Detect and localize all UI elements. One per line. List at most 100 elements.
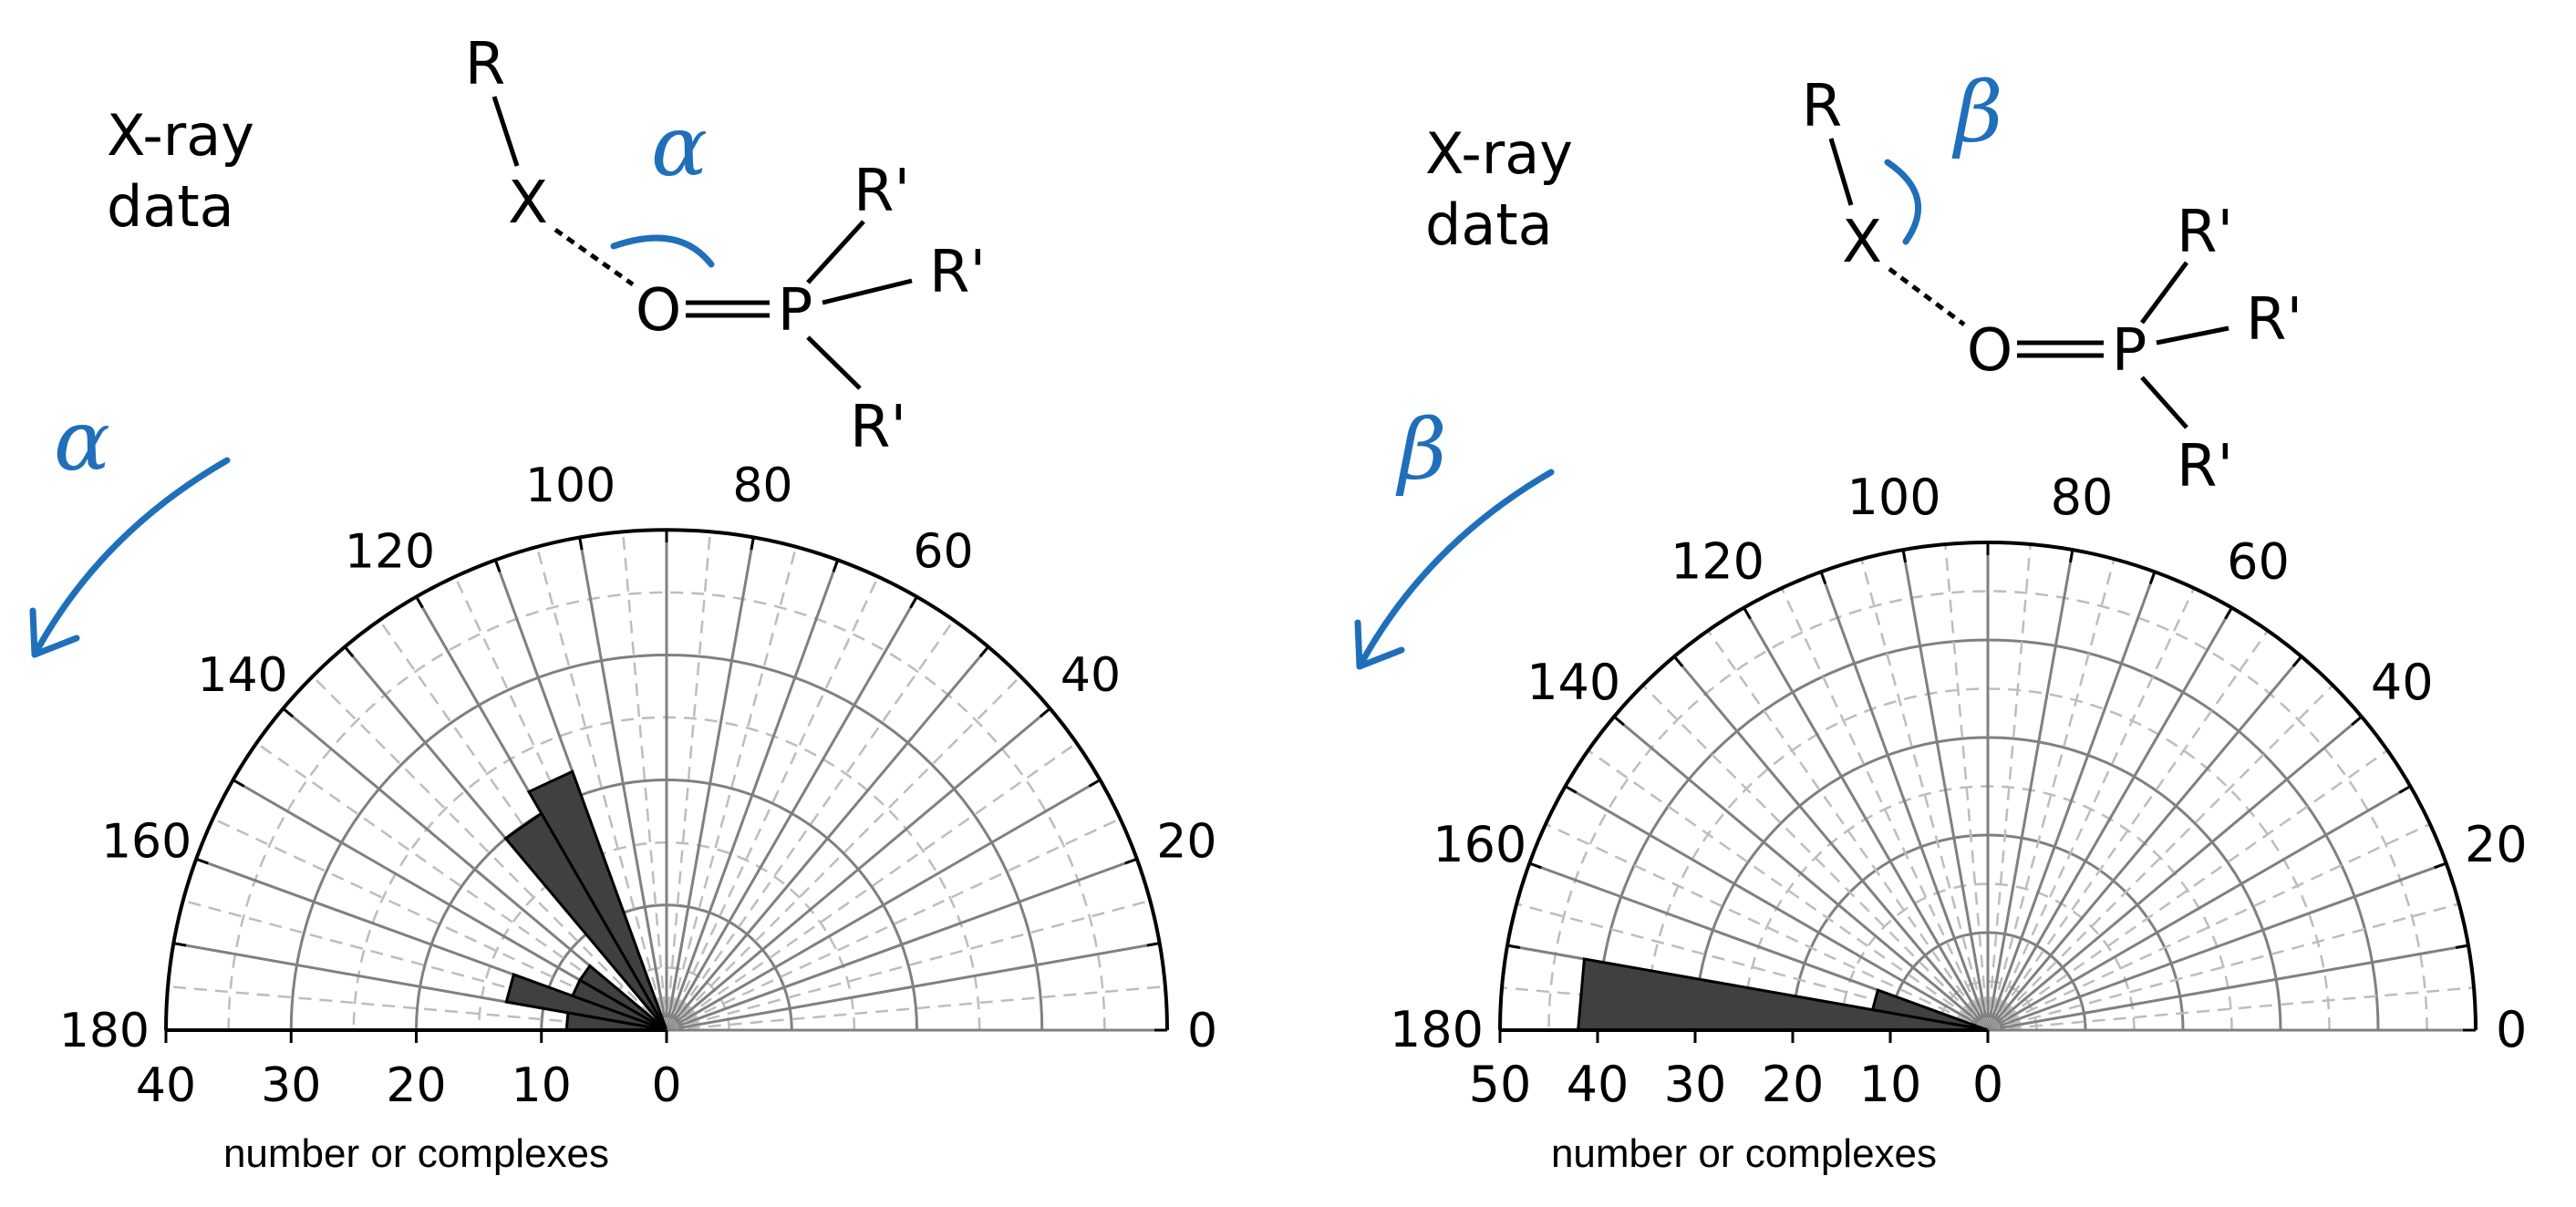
angle-tick-mark: [173, 942, 187, 947]
grid-spoke: [1987, 822, 2431, 1032]
grid-spoke: [1516, 903, 1989, 1032]
angle-tick-mark: [978, 645, 990, 658]
bond: [2140, 376, 2188, 429]
panel-label: data: [107, 173, 234, 240]
arrow-head: [1354, 619, 1405, 670]
grid-spoke: [1986, 655, 2303, 1031]
radial-tick-label: 40: [136, 1058, 196, 1113]
dashed-bond: [553, 227, 635, 287]
angle-tick-mark: [909, 595, 918, 609]
atom-o: O: [636, 277, 681, 345]
atom-p: P: [778, 277, 813, 345]
atom-r1: R': [853, 158, 910, 225]
grid-spoke: [1987, 684, 2334, 1031]
grid-spoke: [1986, 630, 2269, 1031]
grid-spoke: [1986, 543, 2032, 1031]
atom-x: X: [508, 170, 548, 237]
radial-tick-label: 10: [512, 1058, 572, 1113]
grid-spoke: [666, 857, 1138, 1032]
angle-tick-label: 20: [1156, 814, 1216, 869]
angle-tick-mark: [1088, 779, 1102, 788]
angle-symbol: β: [1395, 401, 1446, 499]
polar-grid: [167, 530, 1166, 1032]
grid-spoke: [665, 645, 990, 1031]
bond: [2139, 261, 2189, 325]
angle-tick-label: 140: [197, 648, 287, 703]
panel-label: X-ray: [107, 102, 254, 169]
grid-spoke: [1564, 785, 1989, 1032]
grid-spoke: [1986, 606, 2233, 1031]
grid-ring: [1840, 882, 2136, 1031]
angle-tick-label: 160: [1433, 816, 1526, 873]
bond: [491, 96, 520, 167]
dashed-bond: [1888, 266, 1966, 327]
grid-spoke: [1860, 558, 1990, 1031]
grid-spoke: [1819, 571, 1990, 1031]
bond: [806, 220, 865, 284]
radial-tick-label: 10: [1859, 1056, 1922, 1113]
angle-tick-mark: [343, 645, 355, 658]
angle-tick-mark: [1528, 861, 1542, 870]
grid-spoke: [1986, 587, 2196, 1031]
grid-spoke: [1641, 684, 1989, 1031]
grid-ring: [1547, 590, 2428, 1031]
grid-spoke: [1987, 749, 2388, 1032]
angle-tick-mark: [1506, 944, 1521, 950]
angle-tick-mark: [2292, 655, 2303, 667]
grid-spoke: [578, 537, 668, 1031]
grid-spoke: [666, 942, 1160, 1032]
angle-tick-mark: [1039, 707, 1051, 718]
grid-spoke: [1545, 822, 1989, 1032]
atom-r3: R': [2177, 433, 2233, 500]
atom-o: O: [1967, 317, 2012, 385]
grid-spoke: [1588, 749, 1989, 1032]
angle-tick-mark: [415, 595, 424, 609]
angle-tick-label: 180: [59, 1004, 150, 1058]
radial-tick-label: 0: [651, 1058, 681, 1113]
angle-tick-label: 120: [1671, 532, 1764, 590]
polar-grid: [1501, 542, 2475, 1032]
arrow-head: [29, 607, 80, 658]
angle-tick-mark: [282, 707, 295, 718]
angle-tick-label: 160: [101, 814, 191, 869]
angle-symbol: α: [54, 392, 110, 490]
angle-tick-mark: [1901, 549, 1908, 563]
angle-tick-mark: [750, 537, 755, 551]
angle-tick-mark: [578, 537, 584, 551]
bars: [503, 769, 668, 1032]
grid-spoke: [665, 595, 918, 1031]
radial-tick-label: 50: [1469, 1056, 1532, 1113]
direction-arrow: [1356, 469, 1555, 670]
grid-spoke: [1901, 549, 1990, 1031]
angle-tick-label: 0: [2496, 1001, 2527, 1058]
grid-spoke: [1987, 715, 2363, 1032]
grid-spoke: [1987, 986, 2475, 1032]
angle-tick-mark: [195, 857, 209, 865]
angle-tick-label: 40: [1060, 648, 1121, 703]
angle-tick-label: 100: [525, 459, 616, 513]
grid-spoke: [1986, 571, 2157, 1031]
atom-r1: R': [2177, 199, 2233, 266]
angle-tick-mark: [232, 779, 245, 788]
angle-tick-mark: [1743, 606, 1752, 620]
bond: [2156, 325, 2229, 346]
angle-tick-label: 80: [732, 459, 792, 513]
grid-spoke: [1707, 630, 1990, 1031]
angle-tick-mark: [1819, 571, 1827, 584]
angle-tick-label: 60: [2227, 532, 2290, 590]
xlabel: number or complexes: [1551, 1131, 1937, 1176]
grid-spoke: [1987, 944, 2469, 1032]
angle-tick-label: 20: [2465, 816, 2528, 873]
angle-tick-mark: [2068, 549, 2074, 563]
angle-tick-mark: [493, 559, 502, 573]
grid-spoke: [665, 537, 755, 1031]
angle-tick-mark: [2351, 715, 2363, 727]
grid-spoke: [1987, 785, 2412, 1032]
grid-spoke: [1987, 861, 2447, 1032]
angle-tick-mark: [1613, 715, 1625, 727]
angle-tick-label: 100: [1847, 469, 1940, 526]
angle-tick-label: 40: [2371, 654, 2434, 711]
grid-spoke: [1944, 543, 1990, 1031]
radial-tick-label: 30: [1664, 1056, 1727, 1113]
